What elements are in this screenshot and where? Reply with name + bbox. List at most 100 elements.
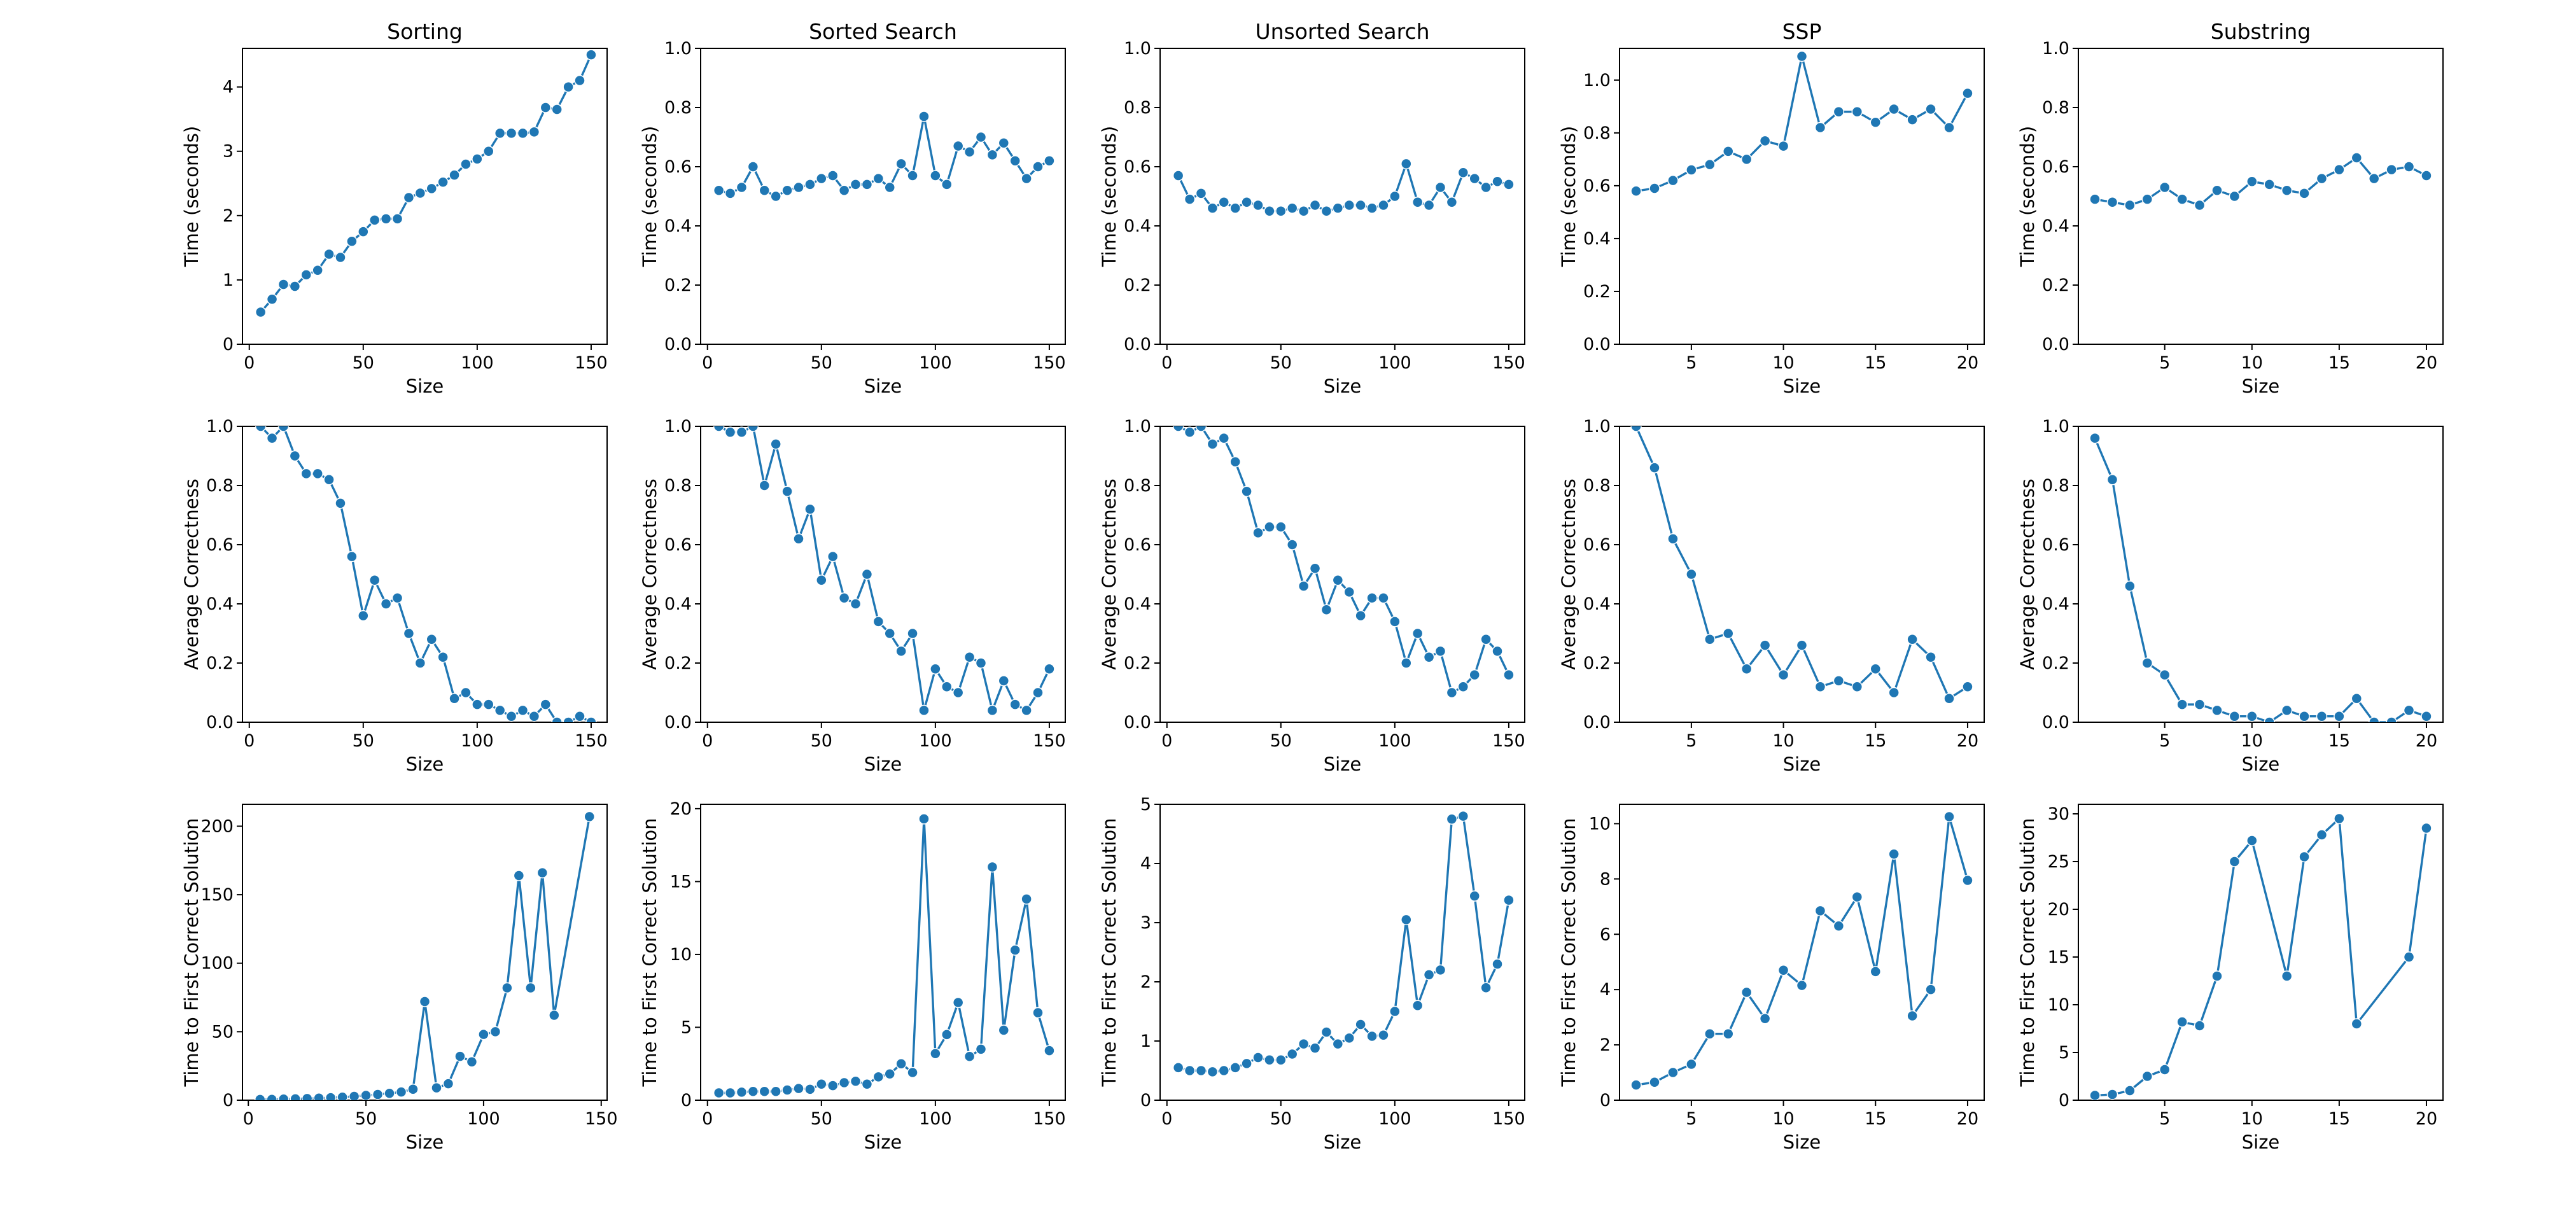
data-point [391,213,403,225]
data-point [442,1078,454,1089]
axes-frame [700,48,1066,345]
data-point [952,687,964,699]
data-point [1195,1065,1207,1077]
x-axis-label: Size [864,753,902,775]
data-point [454,1051,466,1062]
axes-frame [2078,804,2444,1101]
data-point [736,181,748,193]
y-tick-label: 4 [223,78,234,97]
data-point [1457,167,1469,179]
data-point [426,183,437,195]
data-point [793,1082,804,1094]
data-point [1241,1058,1252,1070]
x-tick-label: 20 [2416,353,2437,373]
data-point [907,170,918,181]
data-point [426,634,437,645]
data-point [986,704,998,716]
plot-area [1630,811,1973,1091]
data-point [930,170,941,181]
data-point [1252,527,1264,539]
y-tick-label: 0.0 [2042,713,2069,732]
plot-area [1630,50,1973,197]
data-point [1907,1010,1918,1022]
data-point [1264,521,1275,533]
data-point [255,306,267,318]
data-point [300,468,312,480]
data-point [1229,202,1241,214]
y-tick-label: 2 [223,206,234,226]
data-point [1032,161,1044,172]
data-point [1207,1066,1219,1078]
y-tick-label: 1.0 [664,39,692,59]
data-point [1777,964,1789,976]
data-point [528,710,540,722]
data-point [1814,905,1826,917]
data-point [549,1009,560,1021]
data-point [724,426,736,438]
data-point [2403,704,2415,716]
data-point [1667,1066,1679,1079]
x-axis-label: Size [406,753,444,775]
series-line [2094,817,2428,1097]
data-point [301,1093,313,1100]
data-point [1740,986,1753,998]
plot-area [1172,810,1515,1078]
data-point [1704,634,1716,645]
data-point [501,982,513,994]
data-point [312,265,323,276]
data-point [2089,193,2101,205]
data-point [540,699,552,710]
subplot-title: Sorting [387,19,463,44]
data-point [952,140,964,152]
data-point [536,867,549,879]
data-point [1704,1028,1716,1040]
y-axis-label: Time to First Correct Solution [1558,818,1579,1087]
y-tick-label: 1 [223,270,234,290]
data-point [2334,710,2345,722]
data-point [414,187,426,199]
subplot-title: Unsorted Search [1255,19,1429,44]
x-axis-label: Size [1783,375,1821,397]
data-point [1457,810,1469,822]
data-point [1796,979,1808,991]
y-tick-label: 0.2 [1124,653,1151,673]
data-point [1195,426,1207,432]
data-point [1962,874,1973,886]
x-tick-label: 100 [919,353,952,373]
data-point [2316,710,2328,722]
x-tick-label: 100 [919,1109,952,1129]
data-point [872,1071,885,1083]
data-point [1032,687,1044,699]
data-point [2334,164,2345,176]
data-point [277,426,290,432]
data-point [483,145,494,157]
data-point [1777,669,1789,681]
axes-frame [1159,426,1525,723]
x-tick-label: 0 [1161,353,1172,373]
data-point [368,214,381,226]
data-point [2351,1018,2363,1030]
data-point [2124,1085,2136,1096]
data-point [384,1087,395,1099]
data-point [460,687,472,699]
x-tick-label: 0 [243,1109,254,1129]
data-point [1480,634,1492,645]
x-tick-label: 20 [2416,731,2437,751]
data-point [1759,1013,1771,1024]
data-point [918,704,930,716]
x-tick-label: 100 [461,353,494,373]
data-point [2351,693,2363,704]
data-point [1434,645,1446,657]
data-point [1320,206,1333,217]
data-point [1378,1029,1389,1041]
data-point [2211,704,2223,716]
data-point [1411,627,1424,639]
subplot-10: 5 10 15 20 0.0 0.2 0.4 0.6 0.8 1.0 Size Average Cor… [2017,417,2444,775]
data-point [1446,687,1458,699]
data-point [781,1084,793,1096]
data-point [1252,1052,1264,1063]
y-axis-label: Average Correctness [181,479,202,670]
data-point [1962,681,1973,692]
data-point [736,1086,748,1098]
x-tick-label: 150 [1492,353,1525,373]
